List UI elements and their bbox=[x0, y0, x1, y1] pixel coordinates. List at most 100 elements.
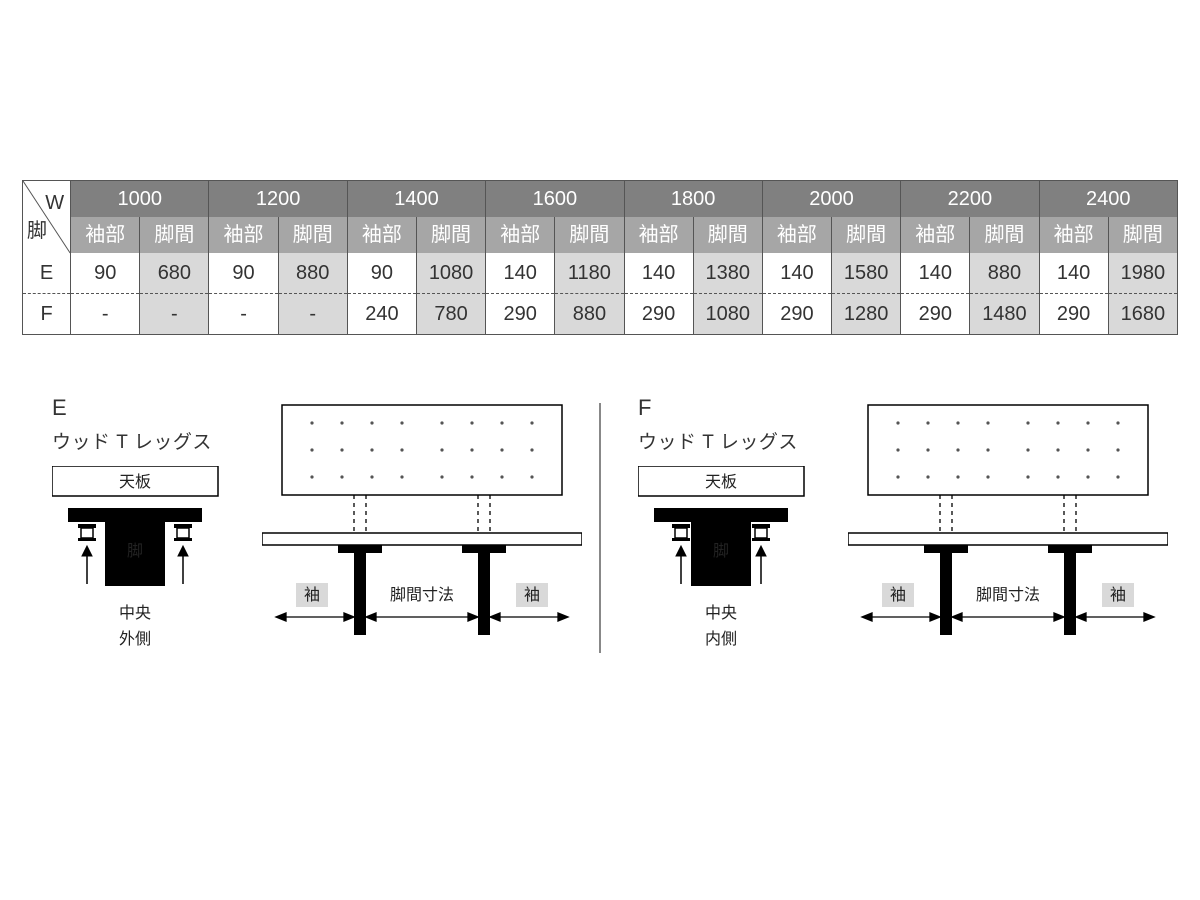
table-corner: W脚 bbox=[23, 181, 71, 254]
span-label: 脚間寸法 bbox=[390, 586, 454, 604]
sleeve-label: 袖 bbox=[1110, 586, 1126, 604]
clamp-icon bbox=[672, 524, 690, 541]
sub-header: 袖部 bbox=[1039, 217, 1108, 253]
diagram-e-name: ウッド T レッグス bbox=[52, 427, 262, 454]
data-cell: 90 bbox=[347, 253, 416, 294]
width-header: 2200 bbox=[901, 181, 1039, 218]
sub-header: 脚間 bbox=[1108, 217, 1177, 253]
data-cell: 290 bbox=[901, 294, 970, 335]
sub-header: 袖部 bbox=[347, 217, 416, 253]
data-cell: 1180 bbox=[555, 253, 624, 294]
double-arrow-icon bbox=[490, 613, 568, 621]
data-cell: 90 bbox=[209, 253, 278, 294]
data-cell: 1980 bbox=[1108, 253, 1177, 294]
sub-header: 袖部 bbox=[486, 217, 555, 253]
data-cell: - bbox=[140, 294, 209, 335]
diagram-e-side: 袖 袖 脚間寸法 bbox=[262, 395, 582, 660]
data-cell: 140 bbox=[624, 253, 693, 294]
diagram-e-front-svg: 天板 脚 bbox=[52, 466, 242, 656]
sub-header: 袖部 bbox=[624, 217, 693, 253]
clamp-icon bbox=[752, 524, 770, 541]
leg-label: 脚 bbox=[713, 542, 729, 560]
sub-header: 脚間 bbox=[970, 217, 1039, 253]
row-label: F bbox=[23, 294, 71, 335]
data-cell: 1080 bbox=[416, 253, 485, 294]
data-cell: 140 bbox=[762, 253, 831, 294]
up-arrow-icon bbox=[82, 546, 92, 584]
diagram-e: E ウッド T レッグス 天板 脚 bbox=[22, 395, 592, 661]
width-header: 1400 bbox=[347, 181, 485, 218]
diagram-e-side-svg: 袖 袖 脚間寸法 bbox=[262, 395, 582, 655]
data-cell: 290 bbox=[486, 294, 555, 335]
sub-header: 脚間 bbox=[416, 217, 485, 253]
sub-header: 袖部 bbox=[71, 217, 140, 253]
sub-header: 袖部 bbox=[209, 217, 278, 253]
data-cell: - bbox=[209, 294, 278, 335]
sub-header: 脚間 bbox=[832, 217, 901, 253]
double-arrow-icon bbox=[862, 613, 940, 621]
sub-header: 脚間 bbox=[140, 217, 209, 253]
side-label: 外側 bbox=[119, 630, 151, 648]
spec-table: W脚10001200140016001800200022002400袖部脚間袖部… bbox=[22, 180, 1178, 335]
width-header: 2400 bbox=[1039, 181, 1177, 218]
diagram-e-front: E ウッド T レッグス 天板 脚 bbox=[52, 395, 262, 661]
top-board-label: 天板 bbox=[119, 473, 151, 491]
clamp-icon bbox=[174, 524, 192, 541]
data-cell: 1480 bbox=[970, 294, 1039, 335]
data-cell: 290 bbox=[1039, 294, 1108, 335]
sleeve-label: 袖 bbox=[524, 586, 540, 604]
diagram-f-side-svg: 袖 袖 脚間寸法 bbox=[848, 395, 1168, 655]
data-cell: 90 bbox=[71, 253, 140, 294]
diagram-f-front-svg: 天板 脚 bbox=[638, 466, 828, 656]
sleeve-label: 袖 bbox=[890, 586, 906, 604]
page: W脚10001200140016001800200022002400袖部脚間袖部… bbox=[0, 0, 1200, 900]
data-cell: - bbox=[71, 294, 140, 335]
dashed-lines bbox=[940, 495, 1076, 533]
sub-header: 脚間 bbox=[555, 217, 624, 253]
up-arrow-icon bbox=[756, 546, 766, 584]
data-cell: 780 bbox=[416, 294, 485, 335]
data-cell: 290 bbox=[624, 294, 693, 335]
data-cell: 290 bbox=[762, 294, 831, 335]
width-header: 1800 bbox=[624, 181, 762, 218]
double-arrow-icon bbox=[276, 613, 354, 621]
diagram-f-side: 袖 袖 脚間寸法 bbox=[848, 395, 1168, 660]
diagram-row: E ウッド T レッグス 天板 脚 bbox=[22, 395, 1178, 661]
data-cell: 680 bbox=[140, 253, 209, 294]
sub-header: 袖部 bbox=[901, 217, 970, 253]
leg-label: 脚 bbox=[127, 542, 143, 560]
width-header: 1600 bbox=[486, 181, 624, 218]
width-header: 1000 bbox=[71, 181, 209, 218]
data-cell: 1580 bbox=[832, 253, 901, 294]
diagram-f-name: ウッド T レッグス bbox=[638, 427, 848, 454]
side-label: 内側 bbox=[705, 630, 737, 648]
clamp-icon bbox=[78, 524, 96, 541]
data-cell: 1680 bbox=[1108, 294, 1177, 335]
row-label: E bbox=[23, 253, 71, 294]
sub-header: 袖部 bbox=[762, 217, 831, 253]
diagram-e-code: E bbox=[52, 395, 262, 421]
width-header: 2000 bbox=[762, 181, 900, 218]
data-cell: 880 bbox=[555, 294, 624, 335]
diagram-f-code: F bbox=[638, 395, 848, 421]
up-arrow-icon bbox=[676, 546, 686, 584]
top-board-label: 天板 bbox=[705, 473, 737, 491]
width-header: 1200 bbox=[209, 181, 347, 218]
diagram-divider bbox=[592, 395, 608, 653]
dashed-lines bbox=[354, 495, 490, 533]
span-label: 脚間寸法 bbox=[976, 586, 1040, 604]
sub-header: 脚間 bbox=[278, 217, 347, 253]
sub-header: 脚間 bbox=[693, 217, 762, 253]
double-arrow-icon bbox=[1076, 613, 1154, 621]
data-cell: 1380 bbox=[693, 253, 762, 294]
diagram-f-front: F ウッド T レッグス 天板 脚 bbox=[638, 395, 848, 661]
sleeve-label: 袖 bbox=[304, 586, 320, 604]
data-cell: - bbox=[278, 294, 347, 335]
diagram-f: F ウッド T レッグス 天板 脚 bbox=[608, 395, 1178, 661]
data-cell: 240 bbox=[347, 294, 416, 335]
double-arrow-icon bbox=[366, 613, 478, 621]
center-label: 中央 bbox=[119, 604, 151, 622]
center-label: 中央 bbox=[705, 604, 737, 622]
double-arrow-icon bbox=[952, 613, 1064, 621]
data-cell: 140 bbox=[1039, 253, 1108, 294]
